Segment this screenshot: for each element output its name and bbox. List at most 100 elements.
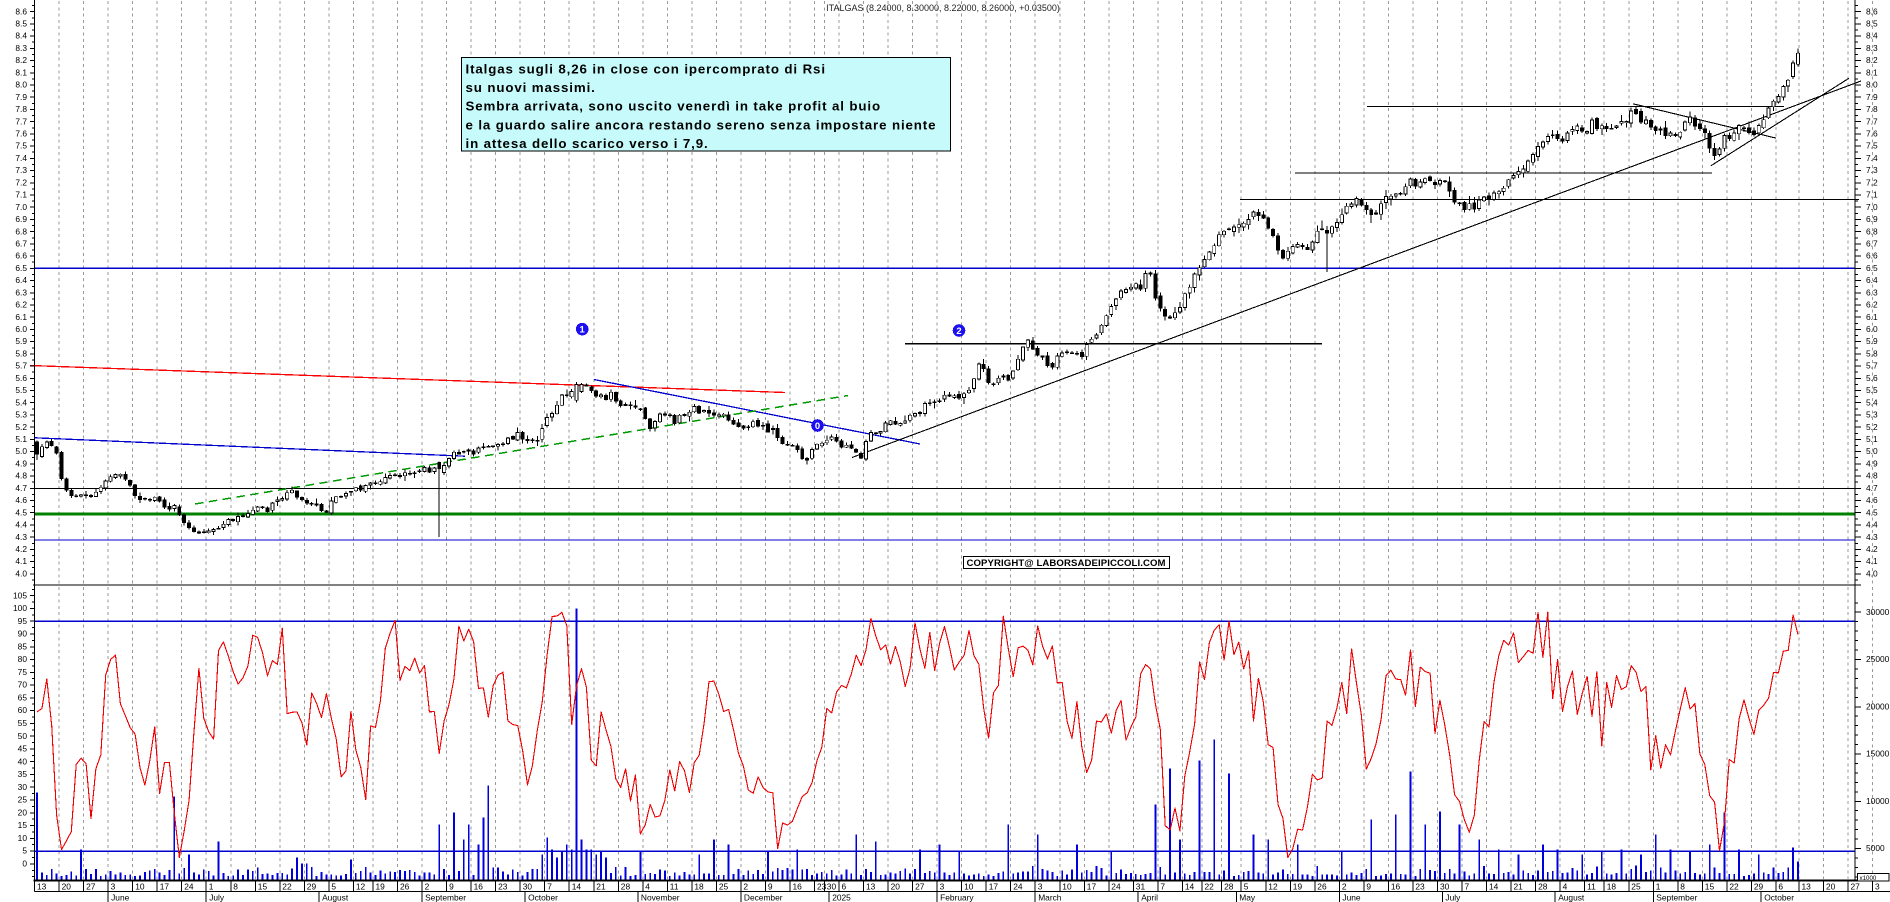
svg-text:7.9: 7.9: [15, 92, 27, 102]
svg-text:4.9: 4.9: [15, 458, 27, 468]
svg-text:22: 22: [282, 882, 292, 892]
svg-text:18: 18: [694, 882, 704, 892]
svg-text:24: 24: [1013, 882, 1023, 892]
svg-text:7.2: 7.2: [15, 177, 27, 187]
svg-text:in attesa dello scarico verso: in attesa dello scarico verso i 7,9.: [466, 136, 709, 151]
svg-text:35: 35: [18, 769, 28, 779]
svg-text:5.9: 5.9: [1866, 336, 1878, 346]
svg-text:45: 45: [18, 744, 28, 754]
svg-text:85: 85: [18, 641, 28, 651]
svg-text:29: 29: [1754, 882, 1764, 892]
svg-text:2: 2: [743, 882, 748, 892]
svg-text:17: 17: [989, 882, 999, 892]
svg-text:COPYRIGHT@ LABORSADEIPICCOLI.C: COPYRIGHT@ LABORSADEIPICCOLI.COM: [967, 558, 1166, 569]
svg-text:23: 23: [1415, 882, 1425, 892]
svg-text:2: 2: [956, 326, 961, 337]
svg-text:6.2: 6.2: [1866, 300, 1878, 310]
svg-text:su nuovi massimi.: su nuovi massimi.: [466, 80, 596, 95]
svg-text:13: 13: [866, 882, 876, 892]
svg-text:7.6: 7.6: [15, 129, 27, 139]
svg-text:24: 24: [184, 882, 194, 892]
svg-text:July: July: [1445, 893, 1461, 902]
svg-text:9: 9: [1366, 882, 1371, 892]
svg-text:10: 10: [135, 882, 145, 892]
svg-text:November: November: [641, 893, 680, 902]
svg-text:5.4: 5.4: [1866, 397, 1878, 407]
svg-text:5.2: 5.2: [1866, 422, 1878, 432]
svg-text:8.3: 8.3: [15, 43, 27, 53]
svg-text:7.1: 7.1: [15, 190, 27, 200]
svg-text:5.9: 5.9: [15, 336, 27, 346]
svg-text:21: 21: [596, 882, 606, 892]
svg-text:13: 13: [1802, 882, 1812, 892]
svg-text:4.2: 4.2: [15, 544, 27, 554]
svg-text:6: 6: [1778, 882, 1783, 892]
svg-text:28: 28: [1224, 882, 1234, 892]
svg-text:8.0: 8.0: [1866, 80, 1878, 90]
svg-text:1: 1: [209, 882, 214, 892]
svg-text:ITALGAS (8.24000, 8.30000, 8.2: ITALGAS (8.24000, 8.30000, 8.22000, 8.26…: [826, 3, 1060, 13]
svg-text:15000: 15000: [1866, 749, 1890, 759]
svg-text:6.6: 6.6: [15, 251, 27, 261]
svg-text:4.7: 4.7: [1866, 483, 1878, 493]
svg-text:4.0: 4.0: [15, 568, 27, 578]
svg-text:5.6: 5.6: [15, 373, 27, 383]
svg-text:8.6: 8.6: [1866, 6, 1878, 16]
svg-text:3: 3: [940, 882, 945, 892]
svg-text:6.8: 6.8: [15, 226, 27, 236]
svg-text:7.4: 7.4: [1866, 153, 1878, 163]
svg-text:8.0: 8.0: [15, 80, 27, 90]
svg-text:30000: 30000: [1866, 607, 1890, 617]
svg-text:105: 105: [13, 590, 27, 600]
svg-text:16: 16: [474, 882, 484, 892]
svg-text:7.0: 7.0: [1866, 202, 1878, 212]
svg-text:28: 28: [621, 882, 631, 892]
svg-text:8: 8: [1680, 882, 1685, 892]
svg-text:7.6: 7.6: [1866, 129, 1878, 139]
svg-text:x1000: x1000: [1860, 875, 1877, 882]
svg-text:5.7: 5.7: [15, 361, 27, 371]
svg-text:9: 9: [768, 882, 773, 892]
svg-text:30: 30: [523, 882, 533, 892]
svg-text:25: 25: [719, 882, 729, 892]
svg-text:February: February: [940, 893, 974, 902]
svg-text:April: April: [1141, 893, 1158, 902]
svg-text:October: October: [528, 893, 558, 902]
svg-text:4.0: 4.0: [1866, 568, 1878, 578]
svg-text:10: 10: [964, 882, 974, 892]
svg-text:20: 20: [18, 807, 28, 817]
svg-text:65: 65: [18, 693, 28, 703]
svg-text:8.5: 8.5: [1866, 19, 1878, 29]
svg-text:6.9: 6.9: [15, 214, 27, 224]
svg-text:11: 11: [670, 882, 679, 892]
svg-text:4.3: 4.3: [15, 532, 27, 542]
svg-text:70: 70: [18, 680, 28, 690]
svg-text:21: 21: [1514, 882, 1524, 892]
svg-text:1: 1: [1656, 882, 1661, 892]
svg-text:4.2: 4.2: [1866, 544, 1878, 554]
svg-text:14: 14: [1489, 882, 1499, 892]
svg-text:4.8: 4.8: [15, 471, 27, 481]
svg-text:6.6: 6.6: [1866, 251, 1878, 261]
svg-text:6.4: 6.4: [1866, 275, 1878, 285]
svg-text:4.5: 4.5: [1866, 507, 1878, 517]
svg-text:7.1: 7.1: [1866, 190, 1878, 200]
svg-text:September: September: [1656, 893, 1697, 902]
svg-text:16: 16: [793, 882, 803, 892]
svg-text:3: 3: [1038, 882, 1043, 892]
svg-text:23: 23: [817, 882, 827, 892]
svg-text:55: 55: [18, 718, 28, 728]
svg-text:4: 4: [645, 882, 650, 892]
svg-text:2: 2: [1342, 882, 1347, 892]
svg-text:22: 22: [1729, 882, 1739, 892]
svg-text:17: 17: [160, 882, 170, 892]
svg-text:15: 15: [18, 820, 28, 830]
svg-text:20000: 20000: [1866, 701, 1890, 711]
svg-text:12: 12: [356, 882, 366, 892]
svg-text:December: December: [744, 893, 783, 902]
svg-text:7: 7: [1465, 882, 1470, 892]
svg-text:2: 2: [425, 882, 430, 892]
svg-text:8.1: 8.1: [15, 67, 27, 77]
svg-text:6.3: 6.3: [15, 287, 27, 297]
svg-text:5.0: 5.0: [1866, 446, 1878, 456]
